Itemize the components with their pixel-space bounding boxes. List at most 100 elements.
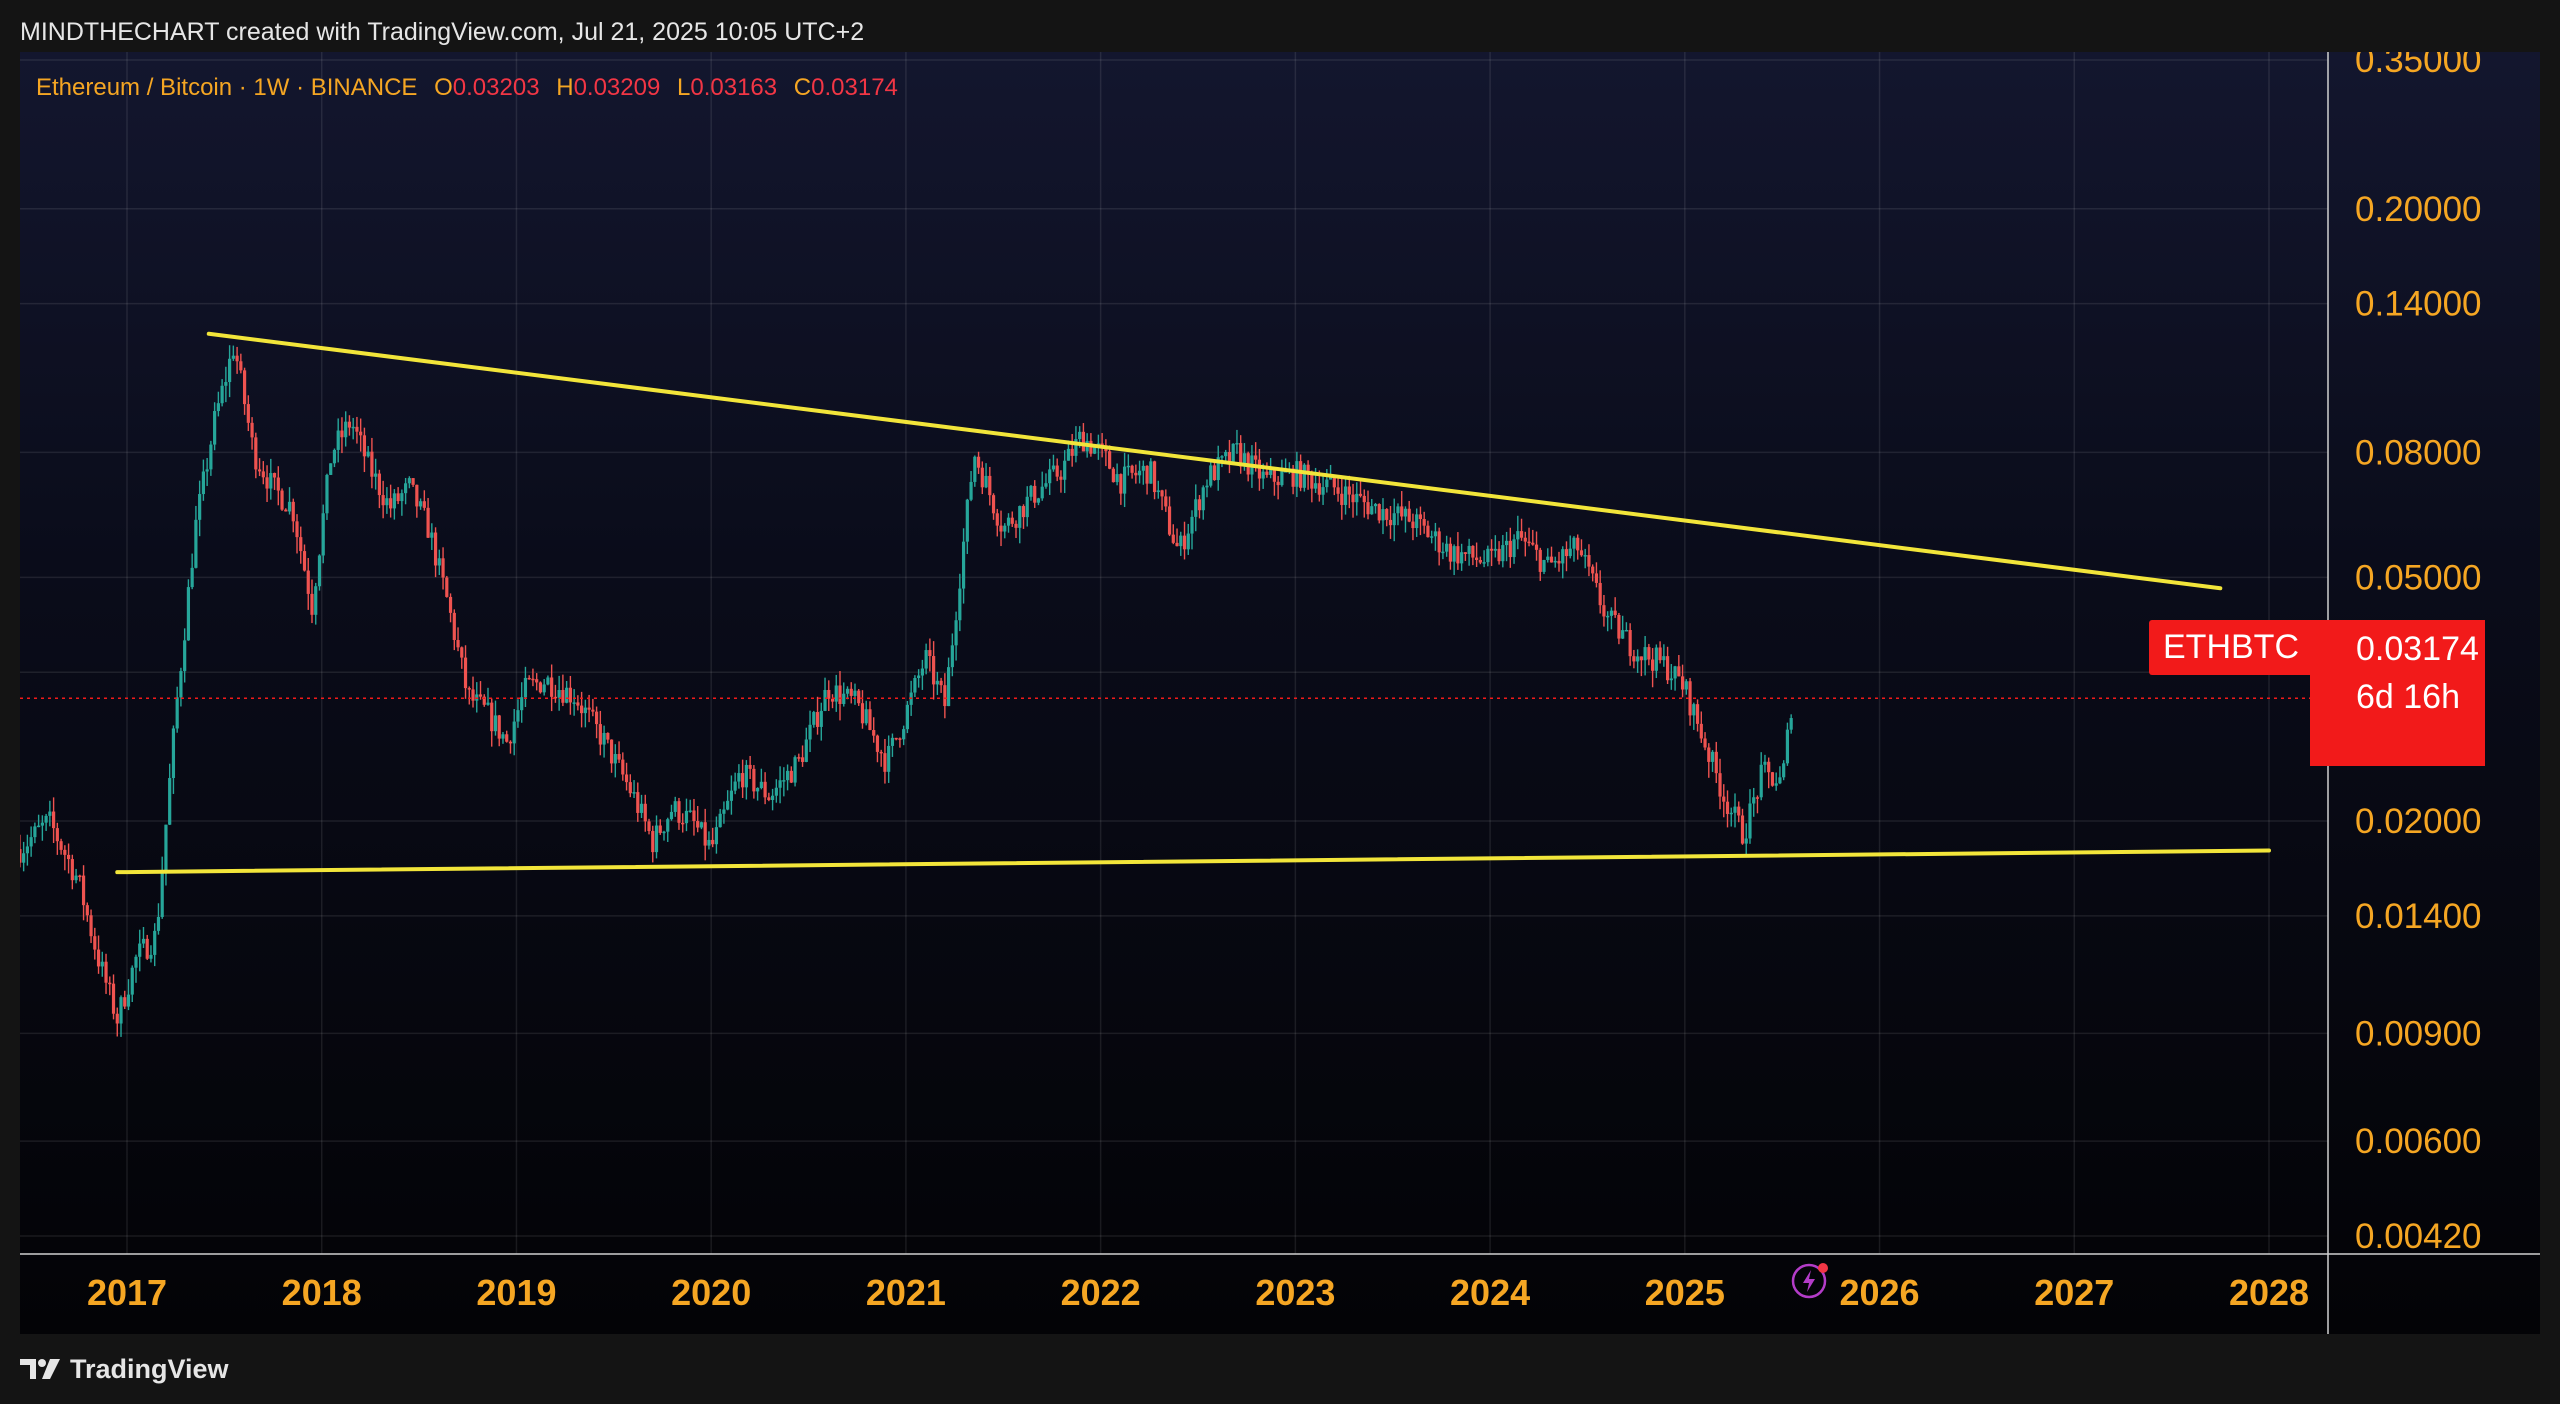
symbol-price-badge[interactable]: ETHBTC [2149,620,2313,675]
candle-body [1123,466,1127,494]
candle-body [898,738,902,740]
candle-body [1190,516,1194,534]
candle-body [1591,566,1595,574]
candle-body [1680,676,1685,690]
candle-body [1167,506,1172,535]
x-tick-label: 2024 [1450,1272,1530,1313]
y-axis-labels[interactable]: 0.350000.200000.140000.080000.050000.035… [2355,52,2482,1256]
low-value: 0.03163 [690,74,778,101]
candle-body [213,411,217,445]
candle-body [190,567,194,588]
candle-body [1602,605,1606,617]
x-tick-label: 2019 [476,1272,556,1313]
chart-canvas[interactable]: 0.350000.200000.140000.080000.050000.035… [20,52,2540,1334]
candle-body [183,640,187,672]
symbol-legend[interactable]: Ethereum / Bitcoin · 1W · BINANCE O0.032… [36,74,898,102]
candle-body [1445,543,1449,552]
high-key: H [556,74,574,101]
candle-body [583,707,587,714]
candle-body [130,967,134,995]
candle-body [1568,548,1572,557]
candle-body [1654,647,1658,671]
flash-icon[interactable] [1790,1260,1832,1302]
candle-body [126,994,131,1007]
candle-body [890,737,895,746]
candle-body [658,825,662,833]
candle-body [1044,483,1048,487]
candle-body [1328,476,1333,480]
candle-body [729,790,734,801]
candle-body [1534,544,1539,550]
candle-body [1239,443,1243,467]
candle-body [1059,476,1063,480]
candle-body [1748,803,1752,839]
candle-body [733,781,737,791]
chart-panel[interactable]: 0.350000.200000.140000.080000.050000.035… [20,52,2540,1334]
candle-body [1396,506,1400,514]
open-key: O [434,74,453,101]
candle-body [1778,777,1782,784]
candle-body [692,810,696,821]
candle-body [1725,801,1730,814]
candle-body [1467,545,1471,554]
candle-body [639,803,644,813]
candle-body [1156,490,1160,493]
x-tick-label: 2021 [866,1272,946,1313]
candle-body [1714,751,1718,774]
candle-body [1538,549,1542,572]
y-tick-label: 0.01400 [2355,897,2482,936]
candle-body [935,680,939,685]
candle-body [684,810,689,824]
candle-body [1564,549,1569,557]
candle-body [872,730,876,736]
candle-body [752,768,756,792]
last-price-badge[interactable]: 0.03174 6d 16h [2310,620,2485,766]
candle-body [763,781,767,798]
candle-body [70,859,74,881]
candle-body [943,685,947,707]
candle-body [1209,465,1213,486]
candle-body [81,875,86,906]
candle-body [1767,761,1771,773]
candle-body [849,688,853,696]
candle-body [1456,546,1460,564]
candle-body [1149,461,1153,484]
candle-body [1385,509,1389,520]
candle-body [48,811,52,816]
candle-body [1744,838,1748,844]
candle-body [467,688,471,690]
candle-body [617,754,621,760]
candle-body [441,558,445,578]
candle-body [939,680,943,686]
candle-body [1579,550,1584,556]
candle-body [1332,476,1336,488]
candle-body [905,704,910,730]
candle-body [883,753,887,772]
candle-body [381,495,385,506]
candle-body [1576,537,1580,551]
y-tick-label: 0.14000 [2355,285,2482,324]
candle-body [666,819,670,832]
candle-body [20,849,22,863]
candle-body [1126,465,1130,468]
candle-body [538,682,543,693]
candle-body [770,795,775,801]
candle-body [830,698,835,702]
candle-body [493,715,498,732]
candle-body [1021,506,1026,518]
tradingview-logo[interactable]: TradingView [20,1352,229,1386]
candle-body [52,811,56,829]
x-axis-labels[interactable]: 2017 2018 2019 2020 2021 2022 2023 2024 2025 2026… [87,1272,2309,1313]
candle-body [550,677,554,697]
candle-body [452,612,456,641]
candle-body [1617,614,1621,639]
candle-body [722,809,726,814]
candle-body [1130,465,1134,473]
candle-body [1542,560,1546,572]
candle-body [1684,681,1688,690]
candle-body [1224,452,1228,457]
candle-body [1280,471,1284,486]
candle-body [1501,545,1505,562]
candle-body [1688,681,1692,716]
candle-body [1366,502,1370,515]
